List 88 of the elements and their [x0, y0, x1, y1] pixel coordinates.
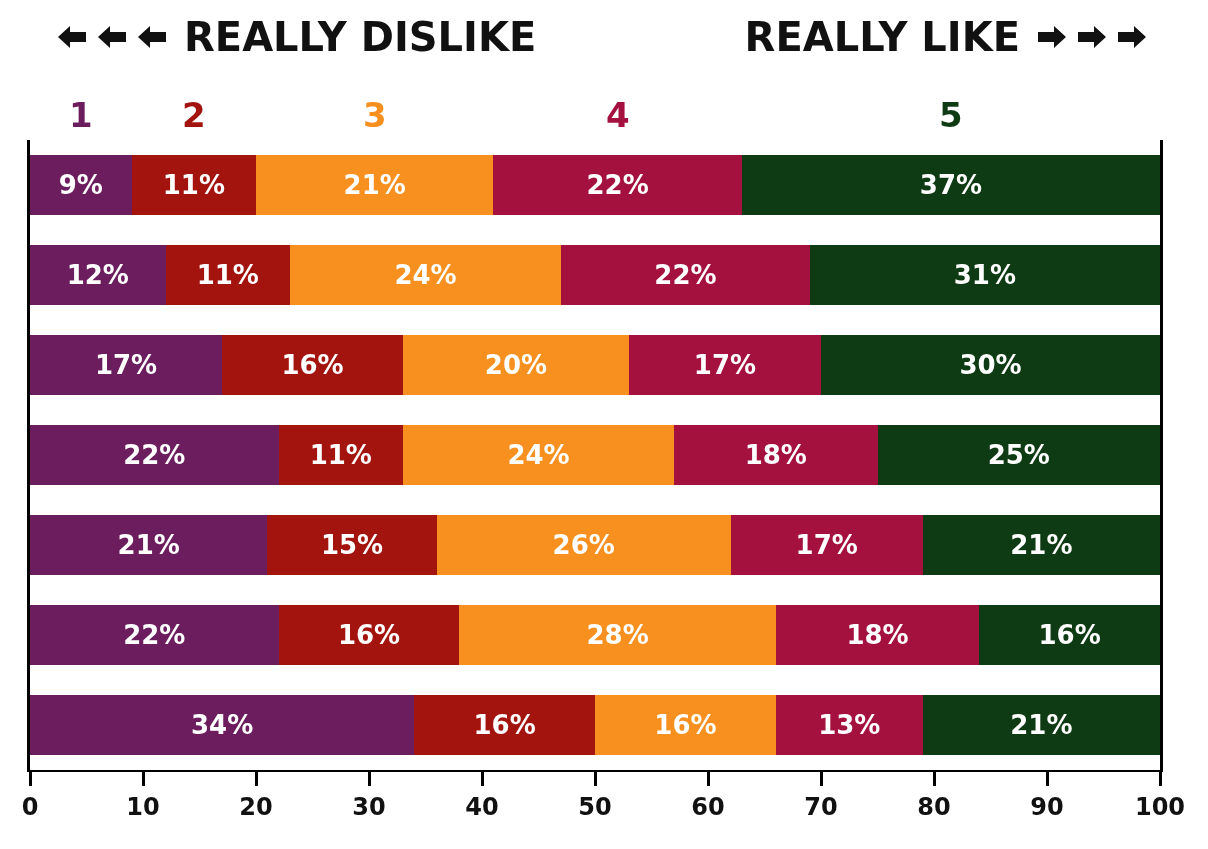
- x-tick-label: 40: [465, 792, 499, 821]
- data-label: 22%: [586, 170, 649, 200]
- bar: [30, 605, 279, 665]
- bar: [809, 245, 1160, 305]
- data-label: 16%: [654, 710, 717, 740]
- data-label: 20%: [484, 350, 548, 380]
- x-tick-label: 90: [1030, 792, 1064, 821]
- text: REALLY LIKE: [744, 14, 1020, 60]
- bar: [674, 425, 878, 485]
- bar: [922, 695, 1160, 755]
- series-label: 5: [939, 95, 963, 135]
- data-label: 18%: [744, 440, 807, 470]
- data-label: 21%: [343, 170, 406, 200]
- data-label: 16%: [337, 620, 401, 650]
- x-tick-label: 20: [239, 792, 273, 821]
- data-label: 25%: [987, 440, 1050, 470]
- bar: [436, 515, 731, 575]
- data-label: 9%: [58, 170, 103, 200]
- data-label: 16%: [1038, 620, 1101, 650]
- data-label: 11%: [196, 260, 259, 290]
- data-label: 15%: [320, 530, 384, 560]
- bar: [595, 695, 776, 755]
- bar: [561, 245, 810, 305]
- bar: [775, 695, 923, 755]
- bar: [730, 515, 923, 575]
- data-label: 21%: [1010, 710, 1073, 740]
- data-label: 26%: [552, 530, 615, 560]
- x-tick-label: 70: [804, 792, 838, 821]
- bar: [493, 155, 742, 215]
- bar: [414, 695, 595, 755]
- bar: [30, 695, 415, 755]
- data-label: 17%: [94, 350, 158, 380]
- data-label: 16%: [281, 350, 344, 380]
- bar: [289, 245, 562, 305]
- data-label: 13%: [818, 710, 881, 740]
- bar: [222, 335, 403, 395]
- bar: [278, 605, 460, 665]
- data-label: 17%: [795, 530, 858, 560]
- bar: [30, 335, 223, 395]
- text: REALLY DISLIKE: [184, 14, 537, 60]
- bar: [741, 155, 1160, 215]
- bar: [775, 605, 980, 665]
- data-label: 34%: [190, 710, 254, 740]
- data-label: 12%: [66, 260, 129, 290]
- data-label: 24%: [507, 440, 570, 470]
- data-label: 24%: [394, 260, 457, 290]
- data-label: 28%: [586, 620, 649, 650]
- data-label: 11%: [162, 170, 225, 200]
- bar: [877, 425, 1160, 485]
- x-tick-label: 100: [1134, 792, 1186, 821]
- bar: [922, 515, 1160, 575]
- bar: [278, 425, 403, 485]
- bar: [30, 515, 268, 575]
- bar: [30, 425, 279, 485]
- x-tick-label: 60: [691, 792, 725, 821]
- x-tick-label: 80: [917, 792, 951, 821]
- data-label: 22%: [654, 260, 717, 290]
- data-label: 21%: [1010, 530, 1073, 560]
- bar: [402, 425, 675, 485]
- bar: [30, 245, 166, 305]
- data-label: 31%: [953, 260, 1016, 290]
- data-label: 30%: [959, 350, 1022, 380]
- bar: [165, 245, 290, 305]
- bar: [30, 155, 132, 215]
- data-label: 22%: [123, 620, 186, 650]
- bar: [459, 605, 776, 665]
- data-label: 16%: [473, 710, 536, 740]
- bar: [256, 155, 494, 215]
- series-label: 1: [69, 95, 93, 135]
- data-label: 21%: [117, 530, 180, 560]
- data-label: 11%: [309, 440, 372, 470]
- bar: [402, 335, 629, 395]
- bar: [628, 335, 821, 395]
- x-tick-label: 0: [21, 792, 39, 821]
- series-label: 4: [606, 95, 630, 135]
- data-label: 37%: [919, 170, 983, 200]
- x-tick-label: 30: [352, 792, 386, 821]
- bar: [979, 605, 1160, 665]
- data-label: 17%: [693, 350, 757, 380]
- x-tick-label: 10: [126, 792, 160, 821]
- series-label: 3: [363, 95, 387, 135]
- bar: [131, 155, 256, 215]
- bar: [267, 515, 437, 575]
- data-label: 18%: [846, 620, 909, 650]
- bar: [821, 335, 1160, 395]
- x-tick-label: 50: [578, 792, 612, 821]
- data-label: 22%: [123, 440, 186, 470]
- series-label: 2: [182, 95, 206, 135]
